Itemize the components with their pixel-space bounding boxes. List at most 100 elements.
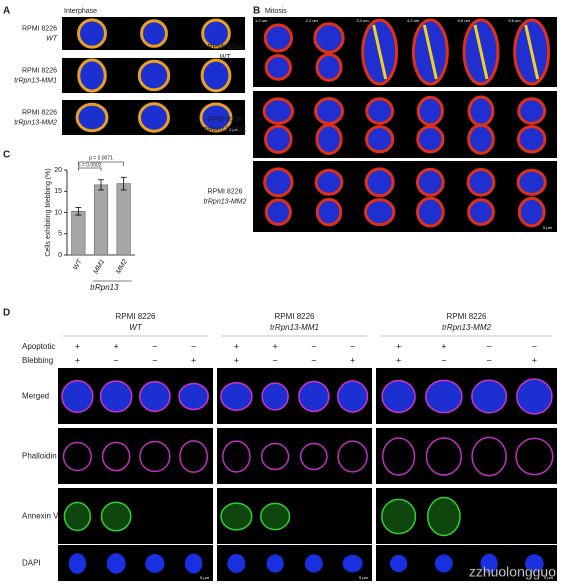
cell (304, 554, 323, 573)
sign: + (396, 341, 401, 351)
spindle (473, 24, 489, 80)
row-label: WT (220, 54, 232, 61)
cell (260, 442, 290, 471)
sign: + (441, 341, 446, 351)
micrograph (217, 488, 372, 544)
row-label: RPMI 8226 (207, 188, 242, 195)
bar (71, 210, 86, 256)
cell (337, 380, 369, 413)
cell (524, 554, 544, 573)
spindle (372, 24, 388, 80)
cell (363, 198, 396, 227)
error-bar (120, 176, 127, 191)
panel-title: Mitosis (265, 8, 287, 15)
sign: − (486, 355, 491, 365)
micrograph (376, 488, 557, 544)
cell (200, 58, 232, 93)
cell (314, 168, 344, 196)
cell (220, 382, 253, 411)
x-tick-label: MM2 (115, 258, 129, 275)
cell (516, 168, 547, 196)
row-label: RPMI 8226 (22, 109, 57, 116)
cell (517, 196, 546, 228)
cell (137, 59, 171, 92)
sign: + (75, 355, 80, 365)
cell (365, 125, 395, 154)
row-label: WT (46, 35, 58, 42)
sign: − (350, 341, 355, 351)
cell (178, 382, 209, 411)
scale-bar-label: 5 µm (359, 575, 369, 580)
time-label: 1.2 um (255, 18, 268, 23)
cell (264, 124, 293, 154)
cell (342, 554, 363, 573)
time-label: 2.2 um (306, 18, 319, 23)
cell (75, 102, 109, 133)
sign: + (75, 341, 80, 351)
sign: − (113, 355, 118, 365)
row-label: RPMI 8226 (22, 67, 57, 74)
cell (61, 380, 94, 413)
cell (314, 97, 344, 126)
sign: + (113, 341, 118, 351)
y-tick-label: 10 (54, 209, 62, 216)
cell (263, 167, 294, 198)
row-label: trRpn13-MM1 (14, 77, 57, 84)
channel-label: Phalloidin (22, 452, 57, 461)
cell (313, 22, 345, 54)
cell (184, 553, 203, 574)
cell (106, 553, 126, 574)
scale-bar-label: 5 µm (544, 575, 554, 580)
row-label: trRpn13-MM2 (204, 198, 247, 205)
cell (201, 18, 231, 49)
micrograph (253, 17, 557, 87)
cell (466, 167, 496, 197)
cell (381, 379, 416, 414)
micrograph (376, 428, 557, 484)
group-label: trRpn13 (90, 283, 119, 292)
cell (434, 554, 453, 573)
watermark: zzhuolongguo (469, 564, 556, 580)
time-label: 4.2 um (407, 18, 420, 23)
cell (145, 554, 165, 573)
row-label: RPMI 8226 (207, 44, 242, 51)
sign: − (311, 355, 316, 365)
cell (365, 97, 395, 125)
cell (425, 379, 463, 414)
cell (264, 54, 292, 81)
cell (516, 378, 553, 415)
cell (101, 441, 131, 472)
scale-bar-label: 5 µm (229, 127, 239, 132)
cell (62, 441, 92, 472)
group-variant: trRpn13-MM1 (270, 323, 319, 332)
x-tick-label: WT (72, 258, 84, 272)
cell (139, 380, 171, 413)
time-label: 3.4 um (356, 18, 369, 23)
time-label: 6.6 um (508, 18, 521, 23)
cell (416, 95, 444, 127)
sign: + (272, 341, 277, 351)
row-label: RPMI 8226 (22, 25, 57, 32)
cell (515, 437, 554, 476)
cell (467, 198, 495, 226)
micrograph (217, 428, 372, 484)
cell (222, 440, 251, 473)
sign: − (441, 355, 446, 365)
sign: − (272, 355, 277, 365)
cell (425, 437, 463, 476)
cell (299, 442, 328, 471)
micrograph (253, 91, 557, 158)
channel-label: DAPI (22, 559, 41, 568)
spindle (422, 24, 438, 80)
time-label: 5.6 um (458, 18, 471, 23)
channel-label: Merged (22, 392, 49, 401)
sign: + (396, 355, 401, 365)
channel-label: Annexin V (22, 512, 59, 521)
sign: − (152, 355, 157, 365)
cell (315, 123, 343, 156)
y-tick-label: 5 (58, 231, 62, 238)
cell (77, 18, 107, 49)
y-axis-label: Cells exhibiting blebbing (%) (45, 168, 52, 256)
cell (471, 379, 508, 414)
panel-label: C (3, 150, 10, 161)
